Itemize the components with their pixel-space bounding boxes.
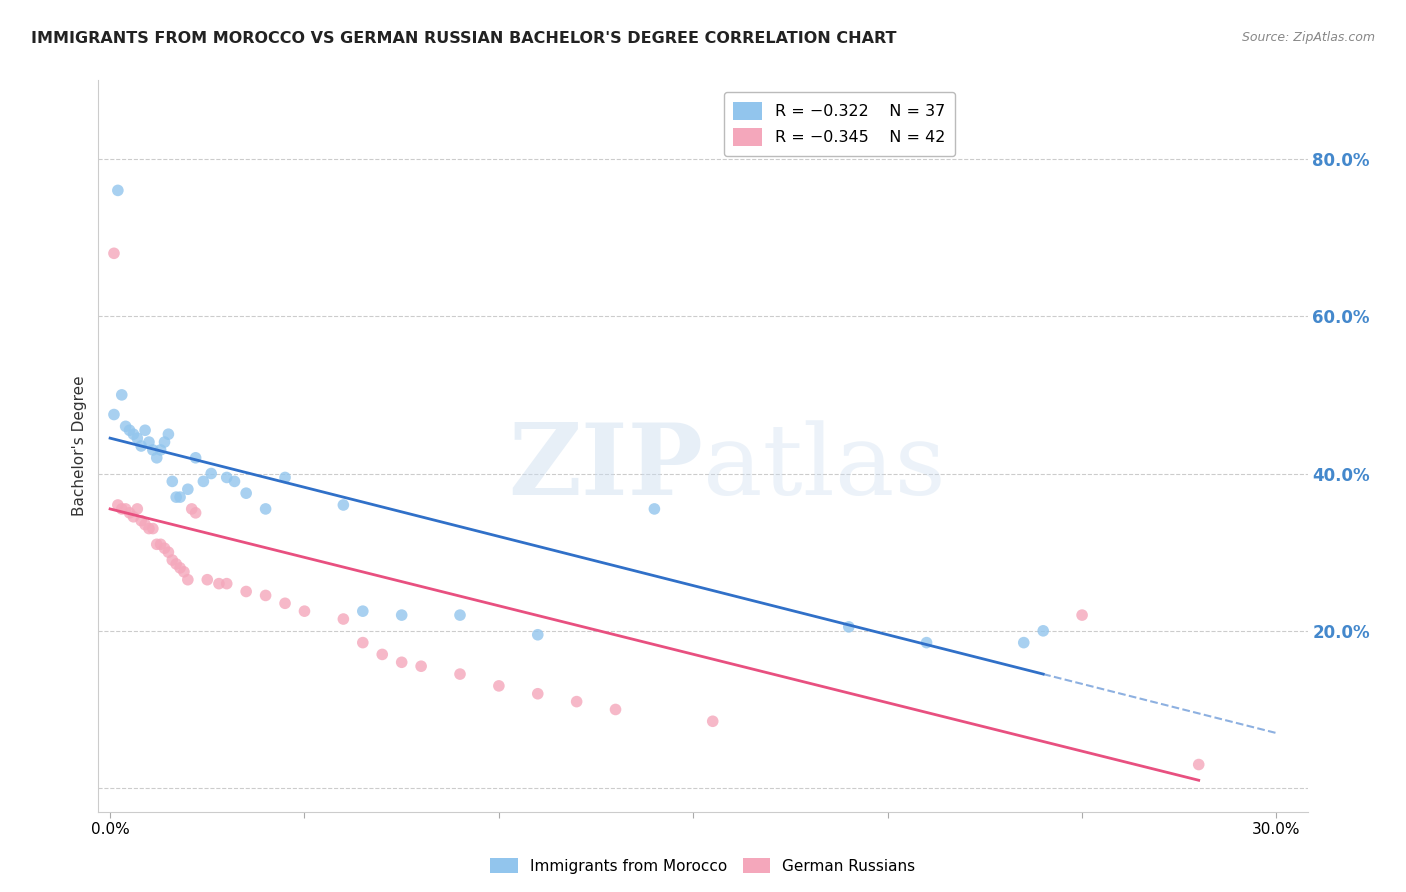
Point (111, 388, 134, 402)
Point (134, 517, 156, 532)
Point (208, 576, 231, 591)
Point (180, 502, 202, 516)
Point (838, 620, 860, 634)
Point (184, 450, 207, 465)
Point (526, 687, 548, 701)
Text: Source: ZipAtlas.com: Source: ZipAtlas.com (1241, 31, 1375, 45)
Point (702, 714, 724, 729)
Point (127, 431, 149, 445)
Point (449, 667, 471, 681)
Point (145, 537, 167, 551)
Point (391, 608, 413, 623)
Point (200, 467, 222, 481)
Point (138, 522, 160, 536)
Text: atlas: atlas (703, 420, 946, 516)
Point (114, 502, 136, 516)
Point (643, 502, 665, 516)
Point (352, 635, 374, 649)
Point (332, 498, 354, 512)
Point (149, 442, 172, 457)
Point (274, 470, 297, 484)
Point (1012, 635, 1035, 649)
Point (157, 545, 180, 559)
Point (114, 419, 136, 434)
Point (391, 655, 413, 669)
Point (274, 596, 297, 610)
Point (177, 573, 200, 587)
Point (371, 648, 394, 662)
Point (224, 475, 246, 489)
Point (127, 502, 149, 516)
Point (162, 475, 184, 489)
Point (235, 584, 257, 599)
Point (254, 502, 277, 516)
Point (173, 565, 195, 579)
Legend: R = −0.322    N = 37, R = −0.345    N = 42: R = −0.322 N = 37, R = −0.345 N = 42 (724, 92, 955, 156)
Y-axis label: Bachelor's Degree: Bachelor's Degree (72, 376, 87, 516)
Point (149, 537, 172, 551)
Point (165, 557, 187, 571)
Point (107, 183, 129, 197)
Point (142, 442, 165, 457)
Point (165, 490, 187, 504)
Point (142, 522, 165, 536)
Point (157, 427, 180, 442)
Point (138, 435, 160, 450)
Point (1071, 608, 1094, 623)
Point (565, 695, 588, 709)
Point (254, 589, 277, 603)
Point (449, 608, 471, 623)
Point (107, 498, 129, 512)
Point (352, 604, 374, 618)
Point (103, 408, 125, 422)
Legend: Immigrants from Morocco, German Russians: Immigrants from Morocco, German Russians (484, 852, 922, 880)
Point (184, 506, 207, 520)
Point (118, 423, 141, 437)
Point (169, 561, 191, 575)
Point (526, 628, 548, 642)
Point (129, 514, 152, 528)
Point (1032, 624, 1054, 638)
Point (111, 502, 134, 516)
Point (169, 490, 191, 504)
Point (215, 576, 238, 591)
Point (153, 435, 176, 450)
Point (153, 541, 176, 556)
Point (122, 509, 145, 524)
Point (411, 659, 433, 673)
Point (195, 573, 218, 587)
Point (162, 553, 184, 567)
Point (122, 427, 145, 442)
Point (332, 612, 354, 626)
Point (145, 450, 167, 465)
Point (915, 635, 938, 649)
Point (129, 439, 152, 453)
Point (134, 423, 156, 437)
Point (294, 604, 316, 618)
Point (488, 679, 510, 693)
Point (605, 702, 627, 716)
Text: IMMIGRANTS FROM MOROCCO VS GERMAN RUSSIAN BACHELOR'S DEGREE CORRELATION CHART: IMMIGRANTS FROM MOROCCO VS GERMAN RUSSIA… (31, 31, 897, 46)
Point (215, 470, 238, 484)
Point (193, 475, 215, 489)
Point (103, 246, 125, 260)
Point (177, 482, 200, 496)
Point (1188, 757, 1211, 772)
Point (118, 506, 141, 520)
Point (235, 486, 257, 500)
Text: ZIP: ZIP (508, 419, 703, 516)
